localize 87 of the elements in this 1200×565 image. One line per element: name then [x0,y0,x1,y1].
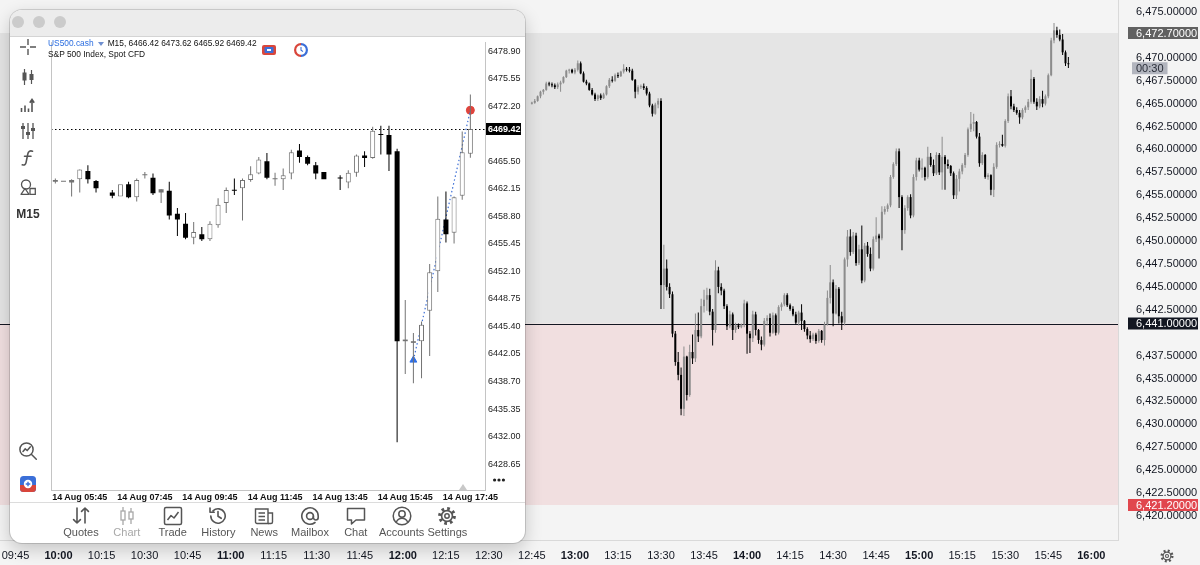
x-tick-label: 14 Aug 05:45 [52,491,108,502]
annotation: Chat [344,526,368,538]
annotation: Trade [158,526,187,538]
y-tick-label: 6,462.50000 [1136,119,1198,132]
y-tick-label: 6455.45 [488,238,521,249]
band-label: 6,421.20000 [1136,498,1198,511]
x-tick-label: 12:00 [388,548,417,561]
y-tick-label: 6475.55 [488,73,521,84]
y-tick-label: 6,465.00000 [1136,96,1198,109]
y-tick-label: 6435.35 [488,403,521,414]
y-tick-label: 6428.65 [488,458,521,469]
x-tick-label: 14 Aug 13:45 [312,491,368,502]
annotation: History [201,526,236,538]
y-tick-label: 6,457.50000 [1136,165,1198,178]
y-tick-label: 6,442.50000 [1136,302,1198,315]
y-tick-label: 6,470.00000 [1136,50,1198,63]
x-tick-label: 10:30 [130,548,159,561]
x-tick-label: 12:30 [475,548,503,561]
ref-line-label: 6,441.00000 [1136,317,1198,330]
x-tick-label: 13:45 [690,548,718,561]
y-tick-label: 6442.05 [488,348,521,359]
y-tick-label: 6438.70 [488,375,521,386]
x-tick-label: 13:00 [560,548,589,561]
x-tick-label: 15:00 [905,548,934,561]
x-tick-label: 11:45 [346,548,374,561]
y-tick-label: 6462.15 [488,183,521,194]
x-tick-label: 15:45 [1034,548,1063,561]
y-tick-label: 6,437.50000 [1136,348,1198,361]
ref-line-label: 6469.42 [488,123,521,134]
y-tick-label: 6448.75 [488,293,521,304]
x-tick-label: 14:45 [862,548,890,561]
x-tick-label: 10:00 [44,548,73,561]
y-tick-label: 6,460.00000 [1136,142,1198,155]
x-tick-label: 14:15 [776,548,804,561]
annotation: Settings [427,526,468,538]
band-label: 6,472.70000 [1136,26,1198,39]
y-tick-label: 6,422.50000 [1136,486,1198,499]
y-tick-label: 6,447.50000 [1136,257,1198,270]
y-tick-label: 6,467.50000 [1136,73,1198,86]
y-tick-label: 6,450.00000 [1136,234,1198,247]
annotation: M15, 6466.42 6473.62 6465.92 6469.42 [107,38,257,49]
y-tick-label: 6,455.00000 [1136,188,1198,201]
y-tick-label: 6452.10 [488,265,521,276]
annotation: Accounts [378,526,425,538]
y-tick-label: 6,427.50000 [1136,440,1198,453]
x-tick-label: 12:15 [432,548,460,561]
x-tick-label: 14 Aug 07:45 [117,491,173,502]
x-tick-label: 15:15 [948,548,976,561]
y-tick-label: 6458.80 [488,210,521,221]
annotation: News [250,526,278,538]
y-tick-label: 6,452.50000 [1136,211,1198,224]
x-tick-label: 10:45 [173,548,202,561]
annotation: Chart [113,526,141,538]
annotation: Quotes [63,526,99,538]
y-tick-label: 6472.20 [488,100,521,111]
x-tick-label: 11:00 [216,548,245,561]
annotation: Mailbox [291,526,329,538]
text: S&P 500 Index, Spot CFD [48,49,146,59]
y-tick-label: 6,445.00000 [1136,279,1198,292]
x-tick-label: 13:30 [647,548,675,561]
y-tick-label: 6,430.00000 [1136,417,1198,430]
x-tick-label: 11:15 [260,548,288,561]
x-tick-label: 14 Aug 09:45 [182,491,238,502]
y-tick-label: 6,475.00000 [1136,5,1198,18]
x-tick-label: 14:00 [732,548,762,561]
x-tick-label: 14 Aug 17:45 [442,491,498,502]
x-tick-label: 15:30 [991,548,1020,561]
x-tick-label: 16:00 [1077,548,1106,561]
x-tick-label: 14 Aug 11:45 [247,491,303,502]
y-tick-label: 6432.00 [488,431,521,442]
y-tick-label: 6,432.50000 [1136,394,1198,407]
y-tick-label: 6,425.00000 [1136,463,1198,476]
x-tick-label: 14 Aug 15:45 [377,491,433,502]
annotation: M15 [16,207,40,221]
x-tick-label: 09:45 [1,548,30,561]
y-tick-label: 6478.90 [488,45,521,56]
x-tick-label: 14:30 [819,548,847,561]
text: 00:30 [1136,61,1164,74]
x-tick-label: 11:30 [303,548,331,561]
y-tick-label: 6,420.00000 [1136,509,1198,522]
y-tick-label: 6445.40 [488,320,521,331]
x-tick-label: 12:45 [518,548,546,561]
y-tick-label: 6,435.00000 [1136,371,1198,384]
chart-title: US500.cash [48,38,94,49]
x-tick-label: 10:15 [87,548,116,561]
y-tick-label: 6465.50 [488,155,521,166]
x-tick-label: 13:15 [604,548,632,561]
